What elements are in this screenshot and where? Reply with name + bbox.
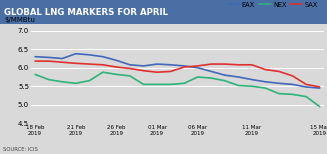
EAX [277, 82, 281, 84]
EAX [304, 86, 308, 88]
SAX [182, 66, 186, 68]
SAX [47, 60, 51, 62]
Text: $/MMBtu: $/MMBtu [5, 17, 36, 23]
EAX [60, 58, 64, 59]
NEX [264, 87, 267, 89]
SAX [142, 70, 146, 72]
EAX [318, 87, 322, 89]
Line: EAX: EAX [35, 54, 320, 88]
EAX [142, 65, 146, 67]
Line: SAX: SAX [35, 61, 320, 87]
EAX [87, 54, 91, 56]
SAX [60, 61, 64, 63]
NEX [318, 106, 322, 107]
NEX [291, 93, 295, 95]
NEX [236, 85, 240, 86]
SAX [33, 60, 37, 62]
SAX [114, 66, 118, 68]
NEX [114, 73, 118, 75]
SAX [128, 68, 132, 69]
EAX [264, 81, 267, 83]
NEX [209, 77, 213, 79]
NEX [33, 73, 37, 75]
EAX [33, 56, 37, 58]
SAX [209, 63, 213, 65]
Legend: EAX, NEX, SAX: EAX, NEX, SAX [225, 0, 320, 10]
EAX [101, 56, 105, 58]
SAX [101, 64, 105, 66]
EAX [236, 76, 240, 78]
SAX [155, 71, 159, 73]
NEX [250, 85, 254, 87]
NEX [155, 83, 159, 85]
NEX [128, 75, 132, 77]
EAX [128, 64, 132, 66]
EAX [250, 79, 254, 81]
EAX [182, 65, 186, 67]
SAX [250, 64, 254, 66]
NEX [223, 80, 227, 82]
SAX [318, 86, 322, 88]
NEX [101, 71, 105, 73]
EAX [196, 67, 200, 69]
EAX [155, 63, 159, 65]
Line: NEX: NEX [35, 72, 320, 107]
EAX [47, 57, 51, 58]
SAX [277, 71, 281, 72]
Text: SOURCE: ICIS: SOURCE: ICIS [3, 148, 38, 152]
EAX [291, 83, 295, 85]
EAX [223, 74, 227, 76]
SAX [291, 75, 295, 77]
SAX [223, 63, 227, 65]
NEX [304, 96, 308, 97]
SAX [196, 65, 200, 67]
NEX [60, 81, 64, 83]
SAX [87, 63, 91, 65]
EAX [209, 71, 213, 72]
NEX [182, 82, 186, 84]
NEX [47, 79, 51, 81]
SAX [74, 62, 78, 64]
SAX [304, 83, 308, 85]
NEX [169, 83, 173, 85]
EAX [114, 59, 118, 61]
Text: GLOBAL LNG MARKERS FOR APRIL: GLOBAL LNG MARKERS FOR APRIL [4, 8, 168, 17]
SAX [264, 69, 267, 71]
EAX [74, 53, 78, 55]
EAX [169, 64, 173, 66]
NEX [142, 83, 146, 85]
NEX [277, 93, 281, 95]
NEX [196, 76, 200, 78]
NEX [87, 80, 91, 82]
SAX [236, 64, 240, 66]
SAX [169, 71, 173, 72]
NEX [74, 82, 78, 84]
